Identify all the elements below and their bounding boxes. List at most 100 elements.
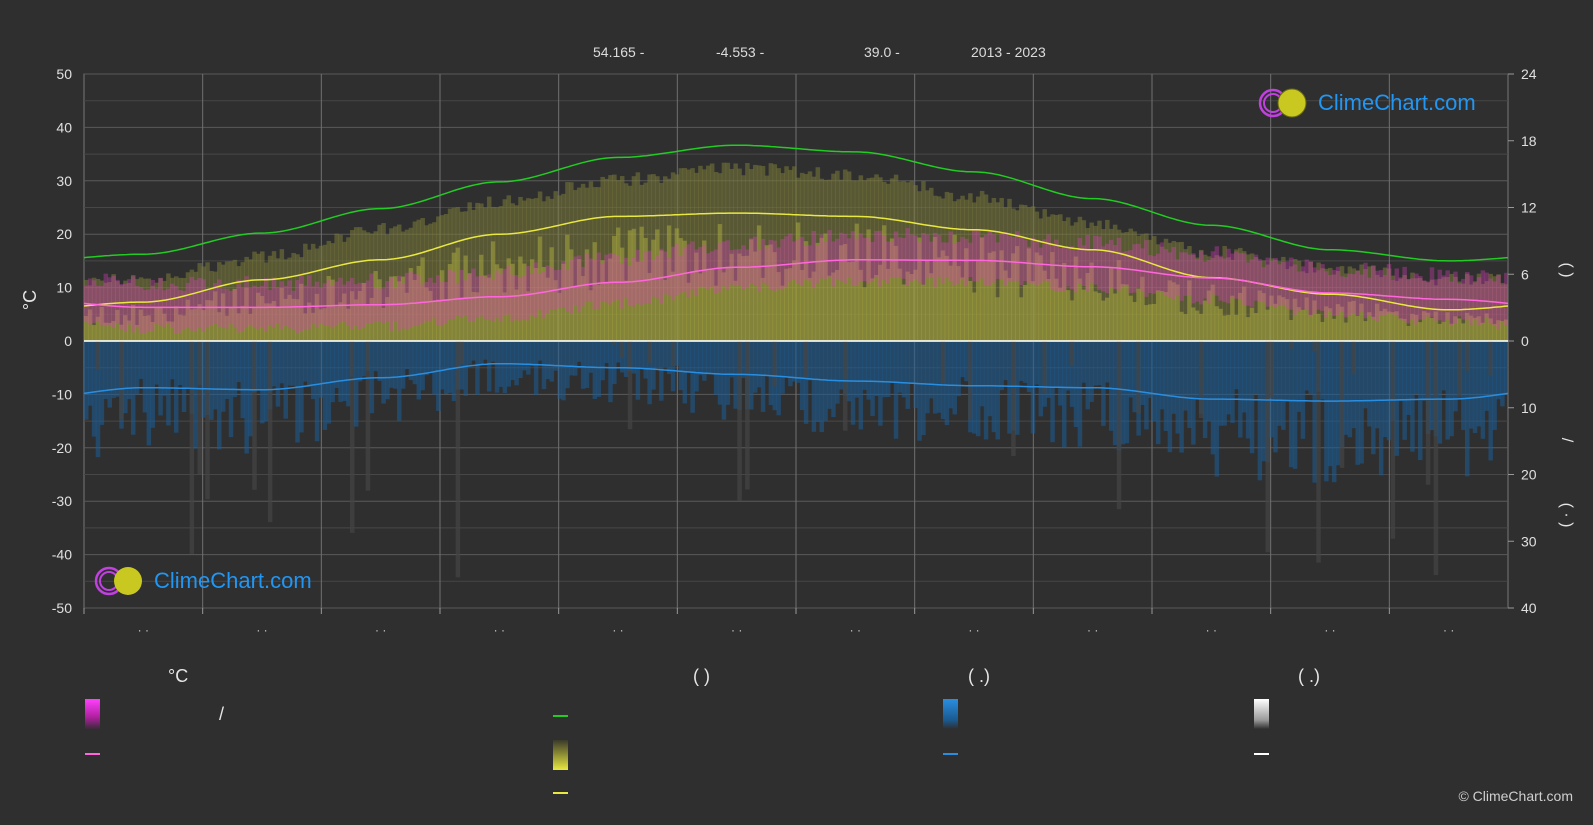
sunshine-fill [580,276,586,341]
sunshine-fill [1328,308,1333,341]
sunshine-fill [1171,282,1177,341]
sunshine-fill [854,223,860,341]
sunshine-fill [932,236,938,341]
y-axis-right-lower-label-2: ( · ) [1558,503,1575,528]
sunshine-fill [1457,318,1462,341]
precip-band [1245,341,1251,439]
precip-band [146,341,152,446]
temp-range-band [173,285,179,334]
logo-bottom[interactable]: ClimeChart.com [94,566,312,596]
temp-range-band [130,276,136,333]
precip-band [580,341,586,389]
temp-range-band [1152,256,1157,294]
sunshine-fill [451,252,457,341]
precip-band [1210,341,1216,455]
precip-band [573,341,578,376]
precip-band [306,341,312,387]
precip-band [760,341,766,412]
sunshine-fill [252,307,257,341]
sunshine-fill [702,240,707,341]
precip-band [1073,341,1079,428]
sunshine-band [1425,282,1431,341]
temp-range-band [1038,247,1044,285]
sunshine-band [807,171,813,341]
temp-range-band [197,278,202,329]
sunshine-fill [1461,323,1466,341]
sunshine-band [1339,266,1345,341]
sunshine-fill [1253,313,1259,341]
temp-range-band [1402,266,1407,321]
precip-band [256,341,261,391]
x-tick-label: · · [1324,623,1335,637]
sunshine-band [1116,229,1122,341]
sunshine-fill [459,297,465,341]
sunshine-fill [1468,315,1474,341]
sunshine-fill [1410,313,1415,341]
precip-band [647,341,652,405]
sunshine-band [193,271,199,341]
sunshine-fill [1065,290,1071,341]
sunshine-band [862,180,868,341]
temp-range-band [185,282,191,328]
temp-range-band [1492,281,1497,325]
precip-band [569,341,574,376]
sunshine-band [1273,259,1278,341]
sunshine-fill [1312,300,1317,341]
precip-band [1132,341,1137,413]
precip-band [1461,341,1466,431]
precip-band [596,341,601,397]
sunshine-band [1065,217,1071,341]
precip-band [811,341,817,432]
legend-temp-heading: °C [168,666,189,686]
temp-range-band [580,266,586,307]
sunshine-band [510,203,515,341]
sunshine-band [1484,281,1490,341]
temp-range-band [940,242,946,284]
sunshine-band [451,207,457,341]
temp-range-band [1367,277,1372,316]
logo-text: ClimeChart.com [1318,90,1476,115]
temp-range-band [490,279,496,322]
header-elevation: 39.0 - [864,44,900,60]
sunshine-band [267,255,273,341]
precip-band [709,341,715,374]
sunshine-band [846,171,852,341]
sunshine-band [322,244,328,341]
sunshine-fill [885,268,891,341]
temp-range-band [690,241,695,291]
precip-band [127,341,132,400]
sunshine-fill [792,260,797,341]
precip-band [1468,341,1474,429]
sunshine-fill [1175,284,1180,341]
sunshine-fill [502,292,508,341]
precip-band [1488,341,1493,461]
sunshine-band [1187,245,1192,341]
sunshine-band [412,221,418,341]
temp-range-band [811,230,817,289]
sunshine-fill [721,272,727,341]
precip-band [592,341,598,400]
sunshine-fill [295,299,300,341]
logo-top[interactable]: ClimeChart.com [1258,88,1476,118]
temp-range-band [662,251,668,295]
temp-range-band [1015,231,1020,281]
sunshine-band [885,183,891,341]
sunshine-fill [709,269,715,341]
temp-range-band [639,260,645,305]
sunshine-fill [369,297,375,341]
sunshine-fill [1429,317,1435,341]
sunshine-fill [1069,300,1075,341]
sunshine-fill [545,277,551,341]
sunshine-band [1374,274,1380,341]
sunshine-fill [549,247,555,341]
sunshine-fill [604,281,609,341]
precip-band [1058,341,1063,406]
sunshine-fill [224,315,230,341]
sunshine-band [1418,278,1423,341]
sunshine-fill [1018,297,1024,341]
precip-band [905,341,911,409]
precip-band [471,341,476,361]
precip-band [1152,341,1157,422]
sunshine-fill [447,264,453,341]
